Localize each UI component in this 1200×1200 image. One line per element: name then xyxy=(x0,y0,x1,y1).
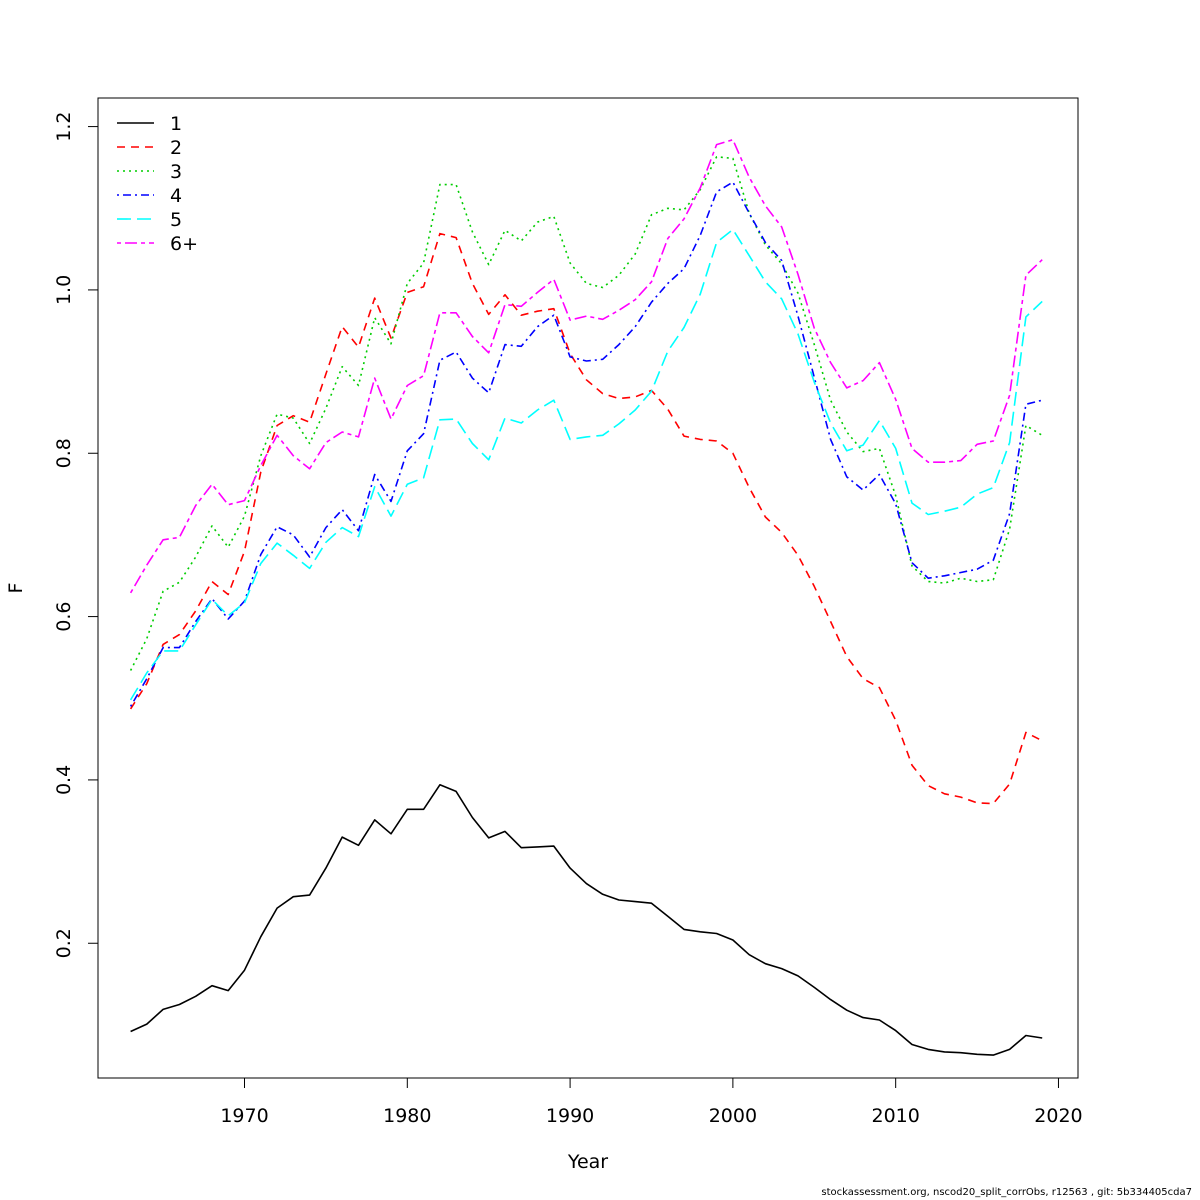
x-tick-label: 2020 xyxy=(1034,1105,1082,1127)
y-axis: 0.2 0.4 0.6 0.8 1.0 1.2 xyxy=(53,111,99,958)
x-axis: 1970 1980 1990 2000 2010 2020 xyxy=(220,1077,1083,1127)
x-tick-label: 2000 xyxy=(709,1105,757,1127)
legend-label-2: 2 xyxy=(170,137,182,159)
y-axis-title: F xyxy=(5,583,27,594)
series-line-1 xyxy=(130,783,1043,1056)
x-tick-label: 1970 xyxy=(220,1105,268,1127)
y-tick-label: 0.4 xyxy=(53,765,75,795)
x-axis-title: Year xyxy=(567,1151,608,1173)
legend-label-3: 3 xyxy=(170,161,182,183)
y-tick-label: 1.0 xyxy=(53,275,75,305)
series-line-3 xyxy=(129,156,1043,671)
series-line-4 xyxy=(129,181,1043,707)
plot-frame xyxy=(97,97,1079,1079)
legend-label-4: 4 xyxy=(170,185,182,207)
legend-label-1: 1 xyxy=(170,113,182,135)
footer-source-text: stockassessment.org, nscod20_split_corrO… xyxy=(821,1187,1192,1198)
series-line-2 xyxy=(129,232,1043,805)
y-tick-label: 0.2 xyxy=(53,928,75,958)
x-tick-label: 1980 xyxy=(383,1105,431,1127)
y-tick-label: 0.6 xyxy=(53,601,75,631)
legend-label-5: 5 xyxy=(170,209,182,231)
series-lines xyxy=(129,138,1043,1056)
series-line-6+ xyxy=(129,138,1043,594)
x-tick-label: 1990 xyxy=(546,1105,594,1127)
x-tick-label: 2010 xyxy=(871,1105,919,1127)
y-tick-label: 0.8 xyxy=(53,438,75,468)
series-line-5 xyxy=(129,228,1043,701)
y-tick-label: 1.2 xyxy=(53,111,75,141)
legend-label-6+: 6+ xyxy=(170,233,198,255)
